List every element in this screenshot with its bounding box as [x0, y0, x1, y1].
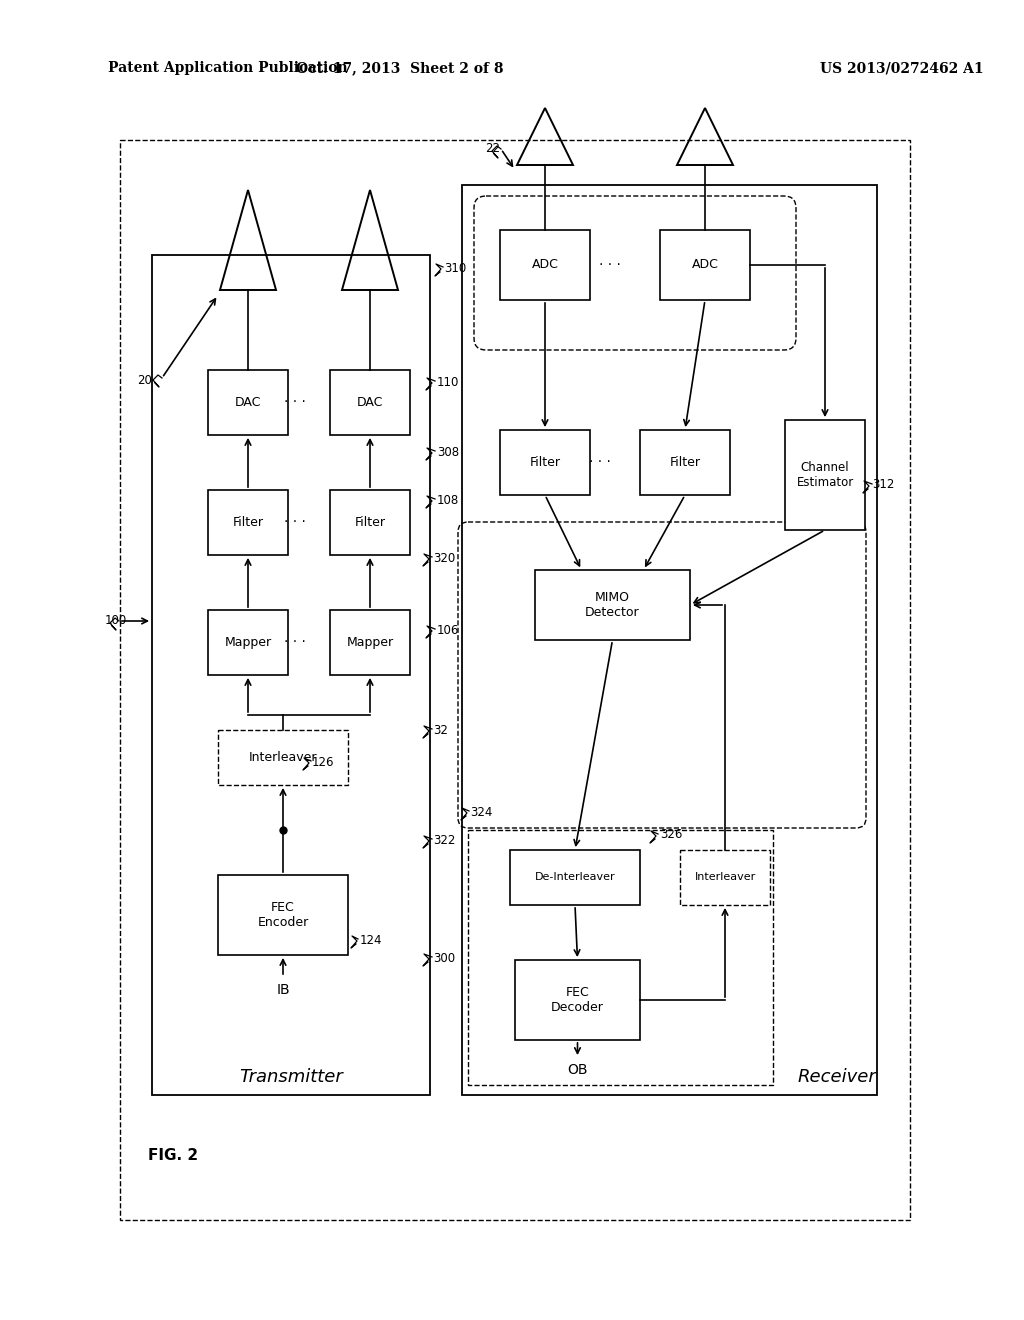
- Text: 308: 308: [437, 446, 459, 458]
- FancyBboxPatch shape: [208, 370, 288, 436]
- Text: 310: 310: [444, 261, 466, 275]
- Text: 326: 326: [660, 829, 682, 842]
- FancyBboxPatch shape: [218, 730, 348, 785]
- Text: · · ·: · · ·: [284, 516, 306, 529]
- Text: 20: 20: [137, 374, 152, 387]
- Text: 106: 106: [437, 623, 460, 636]
- FancyBboxPatch shape: [330, 610, 410, 675]
- Text: 324: 324: [470, 805, 493, 818]
- Text: FEC
Decoder: FEC Decoder: [551, 986, 604, 1014]
- Text: Filter: Filter: [354, 516, 385, 529]
- FancyBboxPatch shape: [535, 570, 690, 640]
- Text: Mapper: Mapper: [346, 636, 393, 649]
- Text: 110: 110: [437, 375, 460, 388]
- Text: 312: 312: [872, 479, 894, 491]
- FancyBboxPatch shape: [218, 875, 348, 954]
- Text: MIMO
Detector: MIMO Detector: [585, 591, 640, 619]
- Text: Patent Application Publication: Patent Application Publication: [108, 61, 347, 75]
- Text: · · ·: · · ·: [589, 455, 611, 470]
- Text: Receiver: Receiver: [798, 1068, 877, 1086]
- Text: · · ·: · · ·: [284, 396, 306, 409]
- Text: FEC
Encoder: FEC Encoder: [257, 902, 308, 929]
- Text: 108: 108: [437, 494, 459, 507]
- Text: Oct. 17, 2013  Sheet 2 of 8: Oct. 17, 2013 Sheet 2 of 8: [296, 61, 504, 75]
- Text: 32: 32: [433, 723, 447, 737]
- FancyBboxPatch shape: [680, 850, 770, 906]
- FancyBboxPatch shape: [640, 430, 730, 495]
- Text: · · ·: · · ·: [599, 257, 621, 272]
- Text: Interleaver: Interleaver: [694, 873, 756, 883]
- Text: 322: 322: [433, 833, 456, 846]
- FancyBboxPatch shape: [660, 230, 750, 300]
- Text: ADC: ADC: [531, 259, 558, 272]
- Text: Transmitter: Transmitter: [240, 1068, 343, 1086]
- FancyBboxPatch shape: [208, 610, 288, 675]
- Text: OB: OB: [567, 1063, 588, 1077]
- FancyBboxPatch shape: [500, 430, 590, 495]
- FancyBboxPatch shape: [510, 850, 640, 906]
- Text: 124: 124: [360, 933, 383, 946]
- FancyBboxPatch shape: [515, 960, 640, 1040]
- Text: 22: 22: [485, 141, 500, 154]
- FancyBboxPatch shape: [330, 490, 410, 554]
- Text: De-Interleaver: De-Interleaver: [535, 873, 615, 883]
- Text: ADC: ADC: [691, 259, 719, 272]
- FancyBboxPatch shape: [208, 490, 288, 554]
- Text: DAC: DAC: [356, 396, 383, 409]
- FancyBboxPatch shape: [152, 255, 430, 1096]
- Text: FIG. 2: FIG. 2: [148, 1147, 198, 1163]
- Text: Filter: Filter: [529, 455, 560, 469]
- FancyBboxPatch shape: [462, 185, 877, 1096]
- Text: 300: 300: [433, 952, 455, 965]
- Text: IB: IB: [276, 983, 290, 997]
- FancyBboxPatch shape: [785, 420, 865, 531]
- Text: Mapper: Mapper: [224, 636, 271, 649]
- Text: Filter: Filter: [670, 455, 700, 469]
- Text: US 2013/0272462 A1: US 2013/0272462 A1: [820, 61, 984, 75]
- FancyBboxPatch shape: [500, 230, 590, 300]
- Text: · · ·: · · ·: [284, 635, 306, 649]
- Text: 320: 320: [433, 552, 456, 565]
- Text: Channel
Estimator: Channel Estimator: [797, 461, 854, 488]
- Text: 100: 100: [105, 614, 127, 627]
- Text: DAC: DAC: [234, 396, 261, 409]
- Text: 126: 126: [312, 755, 335, 768]
- Text: Interleaver: Interleaver: [249, 751, 317, 764]
- FancyBboxPatch shape: [330, 370, 410, 436]
- Text: Filter: Filter: [232, 516, 263, 529]
